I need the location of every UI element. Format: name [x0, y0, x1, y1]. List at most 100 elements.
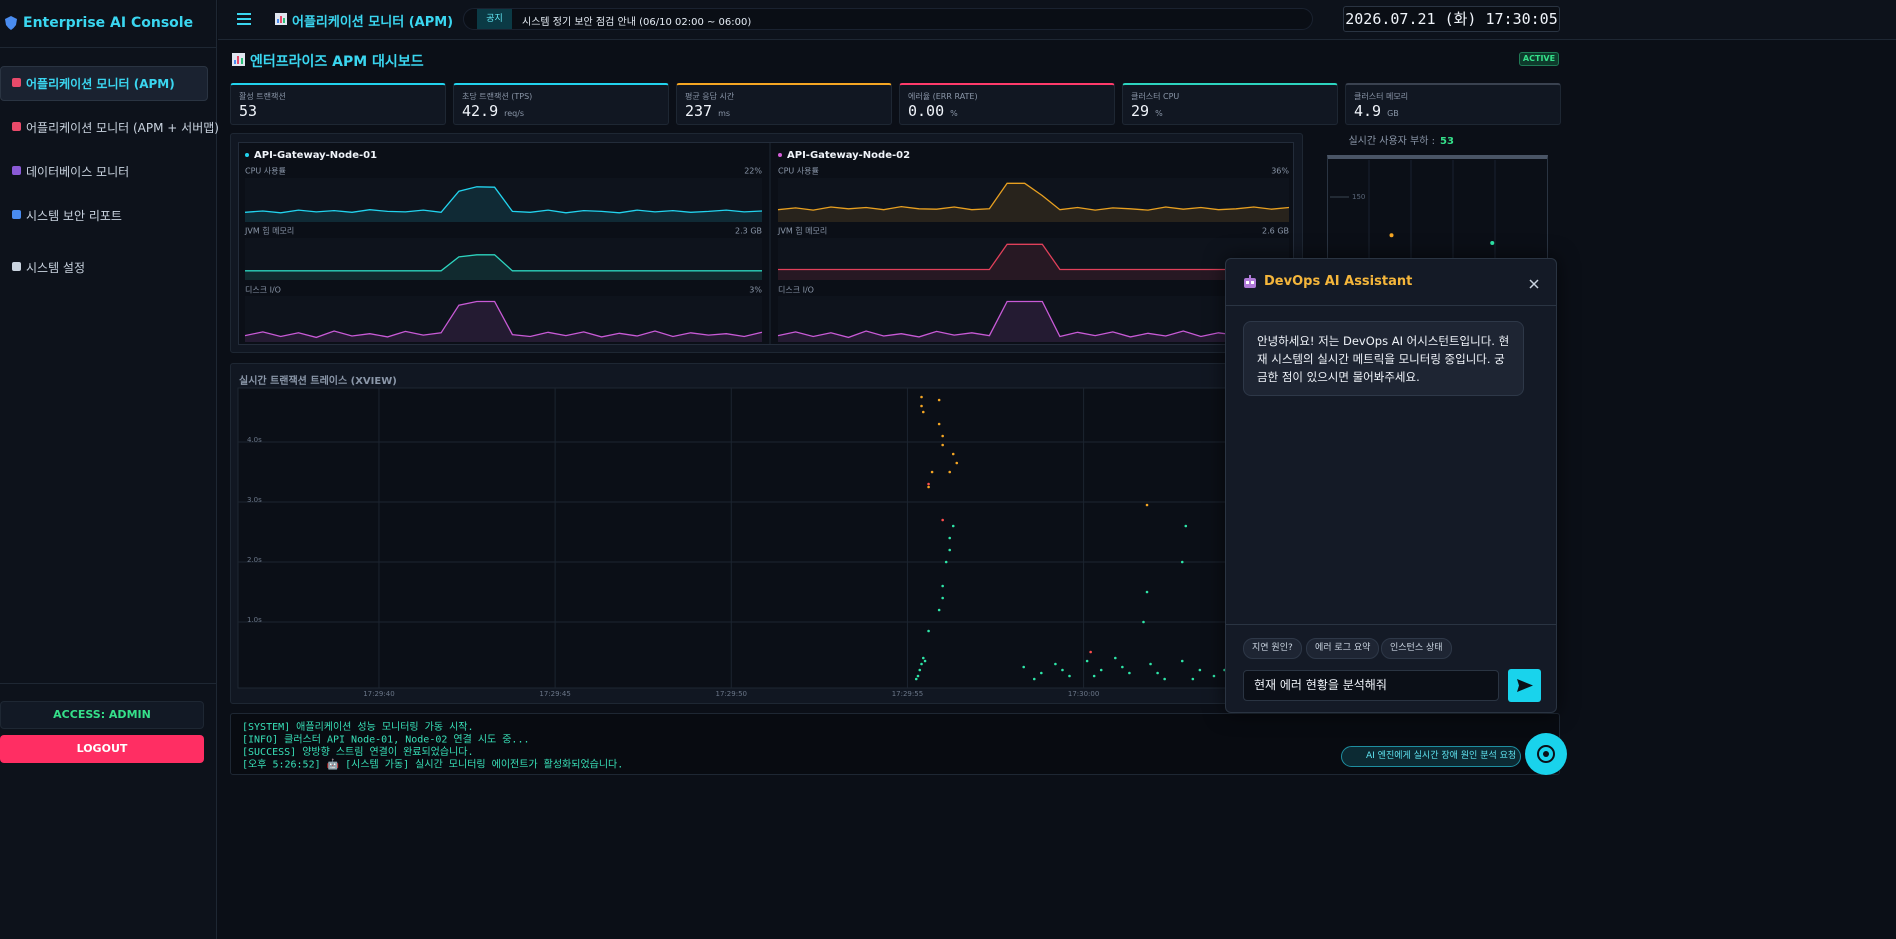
chat-message: 안녕하세요! 저는 DevOps AI 어시스턴트입니다. 현재 시스템의 실시…	[1243, 321, 1524, 396]
trace-point	[921, 410, 925, 414]
ai-fab[interactable]	[1524, 732, 1568, 776]
spark-area	[245, 186, 762, 222]
node-name: API-Gateway-Node-01	[254, 150, 377, 161]
trace-point	[1198, 668, 1202, 672]
metric-label: JVM 힙 메모리	[244, 226, 294, 236]
kpi-card: 클러스터 메모리 4.9 GB	[1345, 83, 1561, 125]
y-tick-label: 2.0s	[247, 556, 262, 564]
trace-point	[1092, 674, 1096, 678]
trace-point	[930, 470, 934, 474]
kpi-value: 29	[1131, 102, 1150, 120]
sparkline	[778, 243, 1289, 271]
chat-chip[interactable]: 에러 로그 요약	[1306, 638, 1380, 659]
sidebar	[0, 0, 217, 939]
trace-point	[1191, 677, 1195, 681]
x-tick-label: 17:29:45	[539, 690, 570, 698]
metric-value: 2.6 GB	[1262, 227, 1289, 236]
trace-point	[927, 629, 930, 633]
logout-button[interactable]: LOGOUT	[0, 735, 204, 763]
trace-point	[941, 584, 944, 588]
trace-point	[941, 518, 944, 522]
chat-chip[interactable]: 인스턴스 상태	[1381, 638, 1452, 659]
kpi-card: 평균 응답 시간 237 ms	[676, 83, 892, 125]
nav-item[interactable]: 시스템 설정	[26, 261, 86, 275]
trace-point	[1180, 659, 1184, 663]
notice-bar	[463, 8, 1313, 30]
trace-point	[1142, 620, 1145, 624]
clock: 2026.07.21 (화) 17:30:05	[1343, 6, 1560, 32]
nav-icon	[12, 166, 21, 175]
send-button[interactable]	[1508, 669, 1541, 702]
divider	[1226, 624, 1556, 625]
load-point	[1490, 241, 1495, 246]
kpi-unit: req/s	[504, 109, 525, 118]
kpi-card: 에러율 (ERR RATE) 0.00%	[899, 83, 1115, 125]
trace-point	[920, 395, 923, 399]
trace-point	[951, 452, 955, 456]
brand: Enterprise AI Console	[23, 15, 194, 31]
trace-point	[1114, 656, 1117, 660]
log-line: [오후 5:26:52] 🤖 [시스템 가동] 실시간 모니터링 에이전트가 활…	[242, 758, 623, 771]
kpi-label: 활성 트랜잭션	[239, 92, 286, 101]
sparkline	[777, 300, 1290, 339]
chat-chip[interactable]: 지연 원인?	[1243, 638, 1302, 659]
trace-point	[1068, 674, 1071, 678]
nav-item[interactable]: 어플리케이션 모니터 (APM + 서버맵)	[26, 121, 219, 135]
x-tick-label: 17:29:50	[716, 690, 747, 698]
spark-bg	[778, 238, 1289, 280]
kpi-label: 클러스터 메모리	[1354, 92, 1409, 101]
nav-icon	[12, 78, 21, 87]
close-button[interactable]	[1529, 279, 1539, 289]
spark-bg	[778, 296, 1289, 342]
chat-title: DevOps AI Assistant	[1264, 274, 1413, 289]
trace-point	[918, 668, 922, 672]
metric-label: 디스크 I/O	[245, 286, 281, 295]
status-badge: ACTIVE	[1519, 52, 1559, 66]
trace-point	[1054, 662, 1057, 666]
nav-item[interactable]: 데이터베이스 모니터	[26, 165, 130, 179]
kpi-card: 초당 트랜잭션 (TPS) 42.9 req/s	[453, 83, 669, 125]
trace-point	[937, 398, 941, 402]
chat-input[interactable]: 현재 에러 현황을 분석해줘	[1243, 670, 1499, 701]
trace-point	[1145, 503, 1149, 507]
trace-point	[941, 443, 944, 447]
kpi-card: 활성 트랜잭션 53	[230, 83, 446, 125]
spark-bg	[245, 238, 762, 280]
sparkline	[244, 186, 763, 214]
load-label: 실시간 사용자 부하 :	[1348, 134, 1435, 147]
nav-item[interactable]: 시스템 보안 리포트	[26, 209, 122, 223]
trace-point	[1212, 674, 1216, 678]
node-dot	[245, 153, 249, 157]
load-value: 53	[1440, 136, 1454, 147]
metric-value: 3%	[749, 286, 762, 295]
kpi-unit: GB	[1387, 109, 1399, 118]
kpi-label: 평균 응답 시간	[685, 92, 735, 101]
metric-label: JVM 힙 메모리	[777, 226, 827, 236]
nav-active	[0, 66, 208, 101]
chat-panel: DevOps AI Assistant 안녕하세요! 저는 DevOps AI …	[1225, 258, 1557, 713]
trace-point	[920, 662, 923, 666]
log-panel	[230, 713, 1560, 775]
spark-area	[778, 183, 1289, 222]
sparkline	[244, 300, 763, 339]
menu-button[interactable]	[237, 13, 251, 25]
x-tick-label: 17:29:40	[363, 690, 394, 698]
log-line: [SUCCESS] 양방향 스트림 연결이 완료되었습니다.	[242, 746, 474, 758]
log-line: [INFO] 클러스터 API Node-01, Node-02 연결 시도 중…	[242, 734, 530, 746]
trace-point	[927, 485, 930, 489]
spark-area	[778, 244, 1289, 280]
kpi-unit: ms	[718, 109, 731, 118]
spark-area	[245, 254, 762, 280]
metric-value: 2.3 GB	[735, 227, 762, 236]
metric-value: 22%	[744, 167, 762, 176]
trace-point	[927, 482, 930, 486]
sparkline	[245, 254, 762, 272]
sparkline	[777, 182, 1290, 211]
metric-label: 디스크 I/O	[778, 286, 814, 295]
nav-item[interactable]: 어플리케이션 모니터 (APM)	[26, 77, 175, 91]
ai-analysis-button[interactable]: AI 엔진에게 실시간 장애 원인 분석 요청	[1341, 746, 1521, 767]
x-tick-label: 17:30:00	[1068, 690, 1099, 698]
trace-point	[914, 677, 918, 681]
kpi-value: 0.00	[908, 102, 945, 120]
access-badge: ACCESS: ADMIN	[0, 701, 204, 729]
